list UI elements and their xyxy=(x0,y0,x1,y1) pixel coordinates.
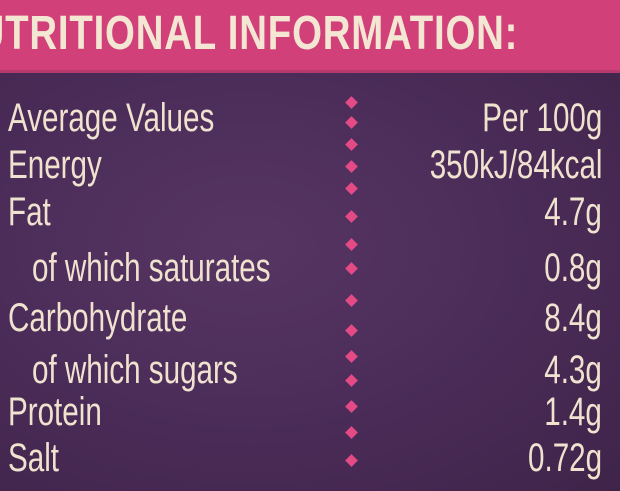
separator-dot xyxy=(345,262,358,275)
row-value: 0.8g xyxy=(544,246,602,290)
row-label: of which sugars xyxy=(32,348,238,392)
separator-dot xyxy=(345,138,358,151)
separator-dot xyxy=(345,210,358,223)
separator-dot xyxy=(345,160,358,173)
row-label: Carbohydrate xyxy=(8,296,188,340)
row-label: Protein xyxy=(8,390,102,434)
separator-dot xyxy=(345,374,358,387)
separator-dot xyxy=(345,350,358,363)
row-label: Energy xyxy=(8,143,102,187)
header-value: Per 100g xyxy=(481,96,602,140)
row-value: 350kJ/84kcal xyxy=(429,143,602,187)
separator-dot xyxy=(345,96,358,109)
separator-dot xyxy=(345,454,358,467)
separator-dot xyxy=(345,400,358,413)
row-value: 0.72g xyxy=(527,436,602,480)
title: NUTRITIONAL INFORMATION: xyxy=(0,7,519,60)
title-band xyxy=(0,0,620,73)
row-value: 4.3g xyxy=(544,348,602,392)
separator-dot xyxy=(345,116,358,129)
separator-dot xyxy=(345,324,358,337)
separator-dot xyxy=(345,294,358,307)
separator-dot xyxy=(345,426,358,439)
row-label: Salt xyxy=(8,436,60,480)
separator-dot xyxy=(345,238,358,251)
row-label: Fat xyxy=(8,190,51,234)
row-value: 4.7g xyxy=(544,190,602,234)
separator-dot xyxy=(345,182,358,195)
row-value: 8.4g xyxy=(544,296,602,340)
header-label: Average Values xyxy=(8,96,215,140)
row-label: of which saturates xyxy=(32,246,271,290)
row-value: 1.4g xyxy=(544,390,602,434)
